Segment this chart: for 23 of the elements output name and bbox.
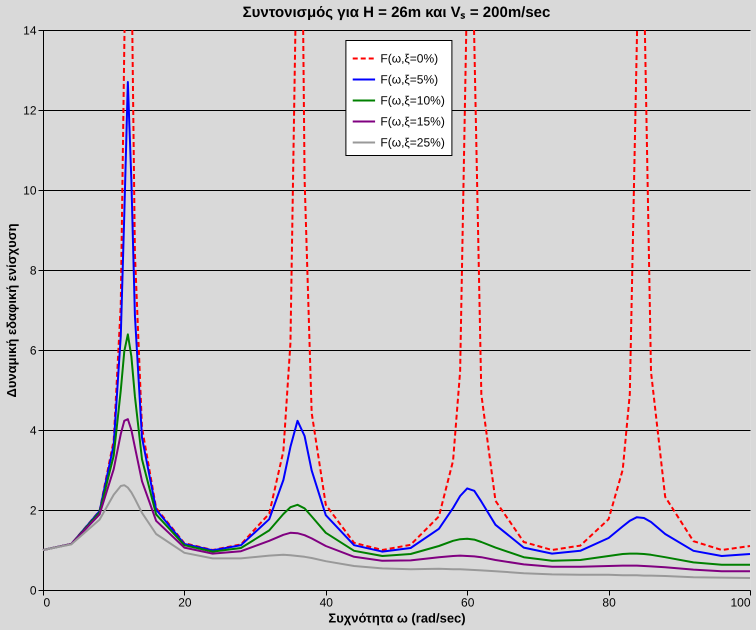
legend-label: F(ω,ξ=15%) <box>380 114 445 128</box>
y-tick-label: 6 <box>30 344 37 358</box>
y-axis-title: Δυναμική εδαφική ενίσχυση <box>4 223 20 398</box>
y-tick-label: 4 <box>30 424 37 438</box>
x-axis-title: Συχνότητα ω (rad/sec) <box>328 610 466 626</box>
y-tick-label: 14 <box>23 24 37 38</box>
x-tick-label: 100 <box>730 596 751 610</box>
legend-label: F(ω,ξ=25%) <box>380 136 445 150</box>
y-tick-label: 10 <box>23 184 37 198</box>
y-tick-label: 8 <box>30 264 37 278</box>
legend-label: F(ω,ξ=10%) <box>380 94 445 108</box>
legend-label: F(ω,ξ=0%) <box>380 52 438 66</box>
chart-title: Συντονισμός για H = 26m και Vₛ = 200m/sec <box>242 4 550 21</box>
x-tick-label: 0 <box>44 596 50 610</box>
x-tick-label: 40 <box>320 596 334 610</box>
x-tick-label: 20 <box>178 596 192 610</box>
line-series <box>42 484 751 579</box>
x-tick-label: 60 <box>461 596 475 610</box>
x-tick-label: 80 <box>602 596 616 610</box>
y-tick-label: 0 <box>30 584 37 598</box>
y-tick-label: 12 <box>23 104 37 118</box>
legend-label: F(ω,ξ=5%) <box>380 72 438 86</box>
y-tick-label: 2 <box>30 504 37 518</box>
